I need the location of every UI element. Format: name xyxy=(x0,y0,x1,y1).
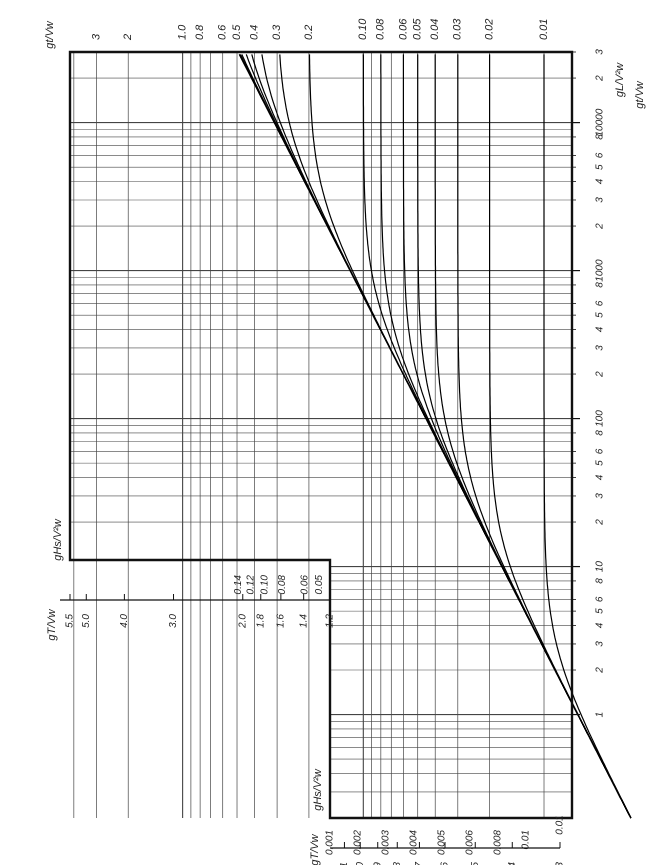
curve-series xyxy=(279,54,632,819)
x-axis-minor-label: 5 xyxy=(595,312,606,318)
x-axis-minor-label: 4 xyxy=(595,622,606,628)
x-axis-minor-label: 6 xyxy=(595,152,606,158)
x-axis-minor-label: 4 xyxy=(595,326,606,332)
series-label: 0.08 xyxy=(375,18,387,40)
wave-height-tick-lower: 0.002 xyxy=(353,830,364,855)
label-layer: 3 2 1.0 0.8 0.6 0.5 0.4 0.3 0.2 0.10 0.08 0.06 0.05 0… xyxy=(44,18,646,865)
x-axis-minor-label: 8 xyxy=(595,134,606,140)
x-axis-decade-label: 1 xyxy=(595,712,606,718)
series-label: 0.4 xyxy=(248,25,260,40)
period-tick-label: 5.0 xyxy=(81,614,92,628)
period-tick-label: 2.0 xyxy=(237,614,248,629)
x-axis-minor-label: 5 xyxy=(595,608,606,614)
x-axis-decade-label: 10000 xyxy=(595,108,606,136)
period-tick-label: 0.6 xyxy=(440,862,451,865)
curve-series xyxy=(489,54,632,819)
wave-height-tick-lower: 0.01 xyxy=(521,830,532,849)
x-axis-minor-label: 2 xyxy=(595,223,606,230)
x-axis-decade-label: 1000 xyxy=(595,259,606,282)
wave-height-tick-lower: 0.006 xyxy=(465,830,476,855)
x-axis-time-label: gt/Vw xyxy=(634,80,646,109)
period-tick-label: 0.4 xyxy=(507,862,518,865)
period-tick-label: 0.5 xyxy=(470,862,481,865)
period-tick-label: 4.0 xyxy=(119,614,130,628)
depth-axis-label: gt/Vw xyxy=(44,20,56,49)
wave-height-axis-label-upper: gHs/V²w xyxy=(52,518,64,561)
period-tick-label: 0.8 xyxy=(392,862,403,865)
x-axis-minor-label: 4 xyxy=(595,474,606,480)
period-tick-label: 1.1 xyxy=(339,862,350,865)
period-tick-label: 0.7 xyxy=(414,862,425,865)
series-label: 2 xyxy=(122,34,134,41)
wave-height-tick-lower: 0.008 xyxy=(493,830,504,855)
x-axis-minor-label: 6 xyxy=(595,596,606,602)
wave-height-tick-upper: 0.06 xyxy=(300,575,311,595)
period-tick-label: 0.3 xyxy=(555,862,566,865)
period-tick-label: 5.5 xyxy=(65,614,76,628)
series-label: 0.05 xyxy=(412,18,424,40)
series-label: 0.5 xyxy=(231,24,243,40)
wave-height-tick-upper: 0.08 xyxy=(277,575,288,595)
series-label: 3 xyxy=(90,33,102,40)
series-label: 1.0 xyxy=(177,24,189,40)
wave-height-tick-upper: 0.12 xyxy=(245,575,256,595)
series-label: 0.8 xyxy=(194,24,206,40)
period-tick-label: 1.0 xyxy=(355,862,366,865)
series-label: 0.04 xyxy=(429,19,441,40)
period-tick-label: 0.9 xyxy=(372,862,383,865)
x-axis-minor-label: 2 xyxy=(595,371,606,378)
wave-height-tick-lower: 0.003 xyxy=(381,830,392,855)
x-axis-minor-label: 2 xyxy=(595,667,606,674)
curve-series xyxy=(308,54,632,819)
x-axis-minor-label: 5 xyxy=(595,460,606,466)
x-axis-minor-label: 3 xyxy=(595,49,606,55)
period-tick-label: 1.6 xyxy=(276,614,287,628)
curve-layer xyxy=(238,54,632,819)
x-axis-minor-label: 3 xyxy=(595,345,606,351)
wave-height-tick-lower: 0.004 xyxy=(409,830,420,855)
wave-height-tick-upper: 0.05 xyxy=(314,575,325,595)
wave-height-tick-upper: 0.10 xyxy=(260,575,271,595)
series-label: 0.10 xyxy=(357,18,369,40)
x-axis-minor-label: 8 xyxy=(595,578,606,584)
x-axis-decade-label: 10 xyxy=(595,561,606,573)
period-tick-label: 1.2 xyxy=(325,614,336,628)
x-axis-minor-label: 6 xyxy=(595,448,606,454)
x-axis-minor-label: 8 xyxy=(595,430,606,436)
series-label: 0.03 xyxy=(452,18,464,40)
x-axis-minor-label: 3 xyxy=(595,641,606,647)
period-axis-label-upper: gT/Vw xyxy=(46,608,58,640)
wave-height-tick-lower: 0.001 xyxy=(325,830,336,855)
x-axis-minor-label: 5 xyxy=(595,164,606,170)
wave-height-tick-lower: 0.005 xyxy=(437,830,448,855)
x-axis-decade-label: 100 xyxy=(595,410,606,427)
wave-height-tick-upper: 0.14 xyxy=(233,575,244,595)
x-axis-minor-label: 3 xyxy=(595,493,606,499)
series-label: 0.3 xyxy=(271,24,283,40)
series-label: 0.02 xyxy=(484,19,496,40)
series-label: 0.06 xyxy=(397,18,409,40)
x-axis-minor-label: 2 xyxy=(595,75,606,82)
tick-label-corner: 0.01 xyxy=(555,815,566,834)
series-label: 0.01 xyxy=(538,19,550,40)
period-axis-label-lower: gT/Vw xyxy=(309,833,321,865)
grid-layer xyxy=(70,51,572,819)
period-tick-label: 3.0 xyxy=(168,614,179,628)
x-axis-minor-label: 6 xyxy=(595,300,606,306)
x-axis-label: gL/V²w xyxy=(614,62,626,97)
x-axis-minor-label: 3 xyxy=(595,197,606,203)
wave-height-axis-label-lower: gHs/V²w xyxy=(312,768,324,811)
x-axis-minor-label: 2 xyxy=(595,519,606,526)
series-label: 0.6 xyxy=(217,24,229,40)
series-label: 0.2 xyxy=(303,25,315,40)
period-tick-label: 1.4 xyxy=(298,614,309,628)
curve-series xyxy=(543,54,632,819)
x-axis-minor-label: 4 xyxy=(595,178,606,184)
x-axis-minor-label: 8 xyxy=(595,282,606,288)
period-tick-label: 1.8 xyxy=(255,614,266,628)
